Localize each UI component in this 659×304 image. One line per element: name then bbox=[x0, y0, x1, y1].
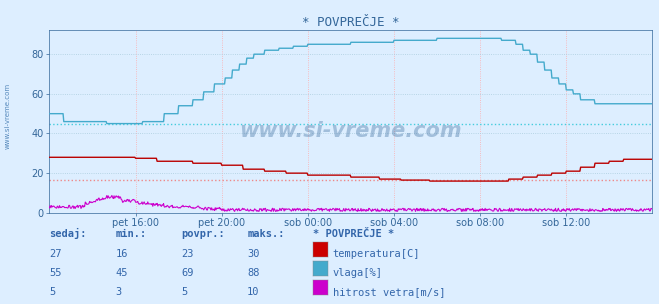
Text: www.si-vreme.com: www.si-vreme.com bbox=[5, 82, 11, 149]
Text: 5: 5 bbox=[181, 287, 187, 297]
Text: www.si-vreme.com: www.si-vreme.com bbox=[240, 121, 462, 141]
Text: povpr.:: povpr.: bbox=[181, 229, 225, 239]
Text: 10: 10 bbox=[247, 287, 260, 297]
Text: 3: 3 bbox=[115, 287, 121, 297]
Text: 23: 23 bbox=[181, 249, 194, 259]
Text: 69: 69 bbox=[181, 268, 194, 278]
Title: * POVPREČJE *: * POVPREČJE * bbox=[302, 16, 399, 29]
Text: * POVPREČJE *: * POVPREČJE * bbox=[313, 229, 394, 239]
Text: 27: 27 bbox=[49, 249, 62, 259]
Text: 30: 30 bbox=[247, 249, 260, 259]
Text: min.:: min.: bbox=[115, 229, 146, 239]
Text: 55: 55 bbox=[49, 268, 62, 278]
Text: 45: 45 bbox=[115, 268, 128, 278]
Text: maks.:: maks.: bbox=[247, 229, 285, 239]
Text: temperatura[C]: temperatura[C] bbox=[333, 249, 420, 259]
Text: 5: 5 bbox=[49, 287, 55, 297]
Text: vlaga[%]: vlaga[%] bbox=[333, 268, 383, 278]
Text: sedaj:: sedaj: bbox=[49, 228, 87, 239]
Text: 88: 88 bbox=[247, 268, 260, 278]
Text: hitrost vetra[m/s]: hitrost vetra[m/s] bbox=[333, 287, 445, 297]
Text: 16: 16 bbox=[115, 249, 128, 259]
